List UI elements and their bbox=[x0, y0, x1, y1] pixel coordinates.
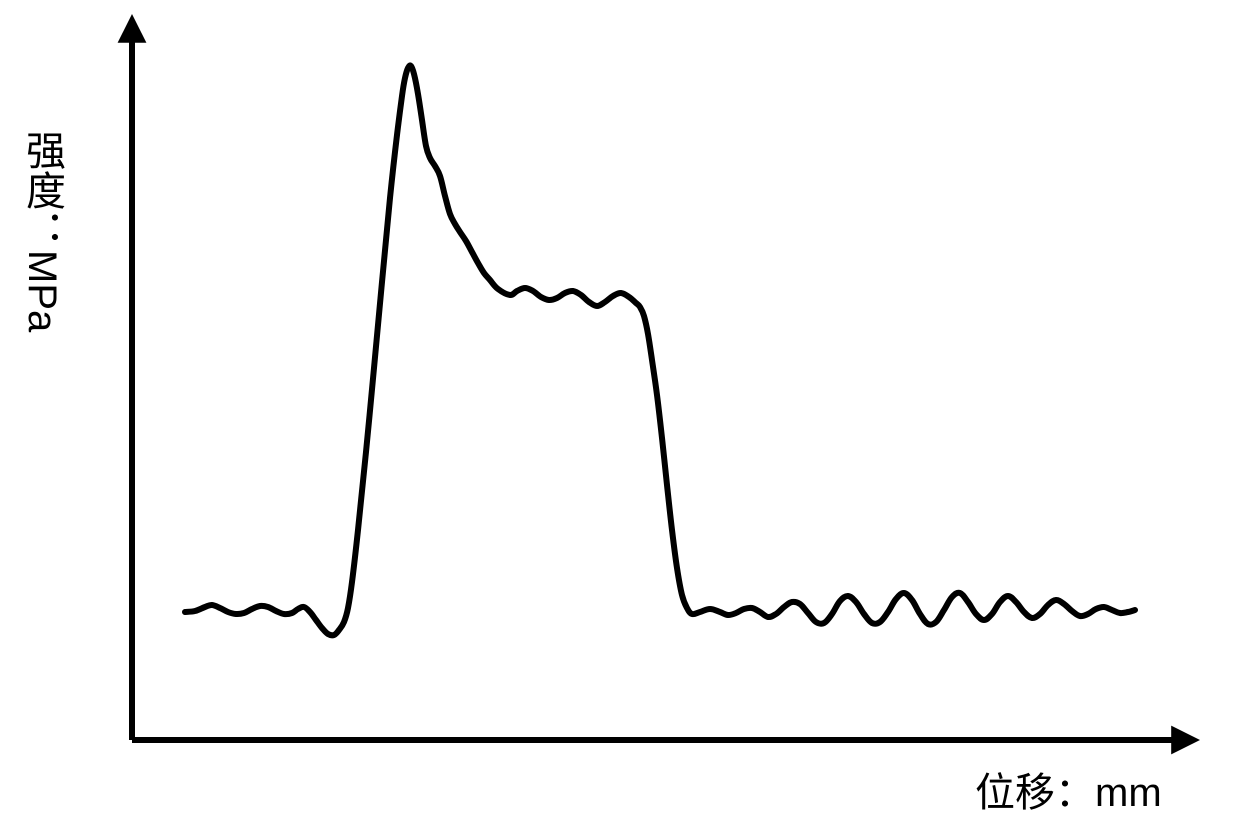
y-axis-label-line2: MPa bbox=[18, 250, 66, 332]
chart-line-series bbox=[0, 0, 1239, 823]
y-axis-label: 强度： MPa bbox=[18, 130, 66, 332]
x-axis-label: 位移：mm bbox=[975, 760, 1162, 818]
y-axis-label-line1: 强度： bbox=[18, 130, 66, 250]
stress-displacement-chart: 强度： MPa 位移：mm bbox=[0, 0, 1239, 823]
